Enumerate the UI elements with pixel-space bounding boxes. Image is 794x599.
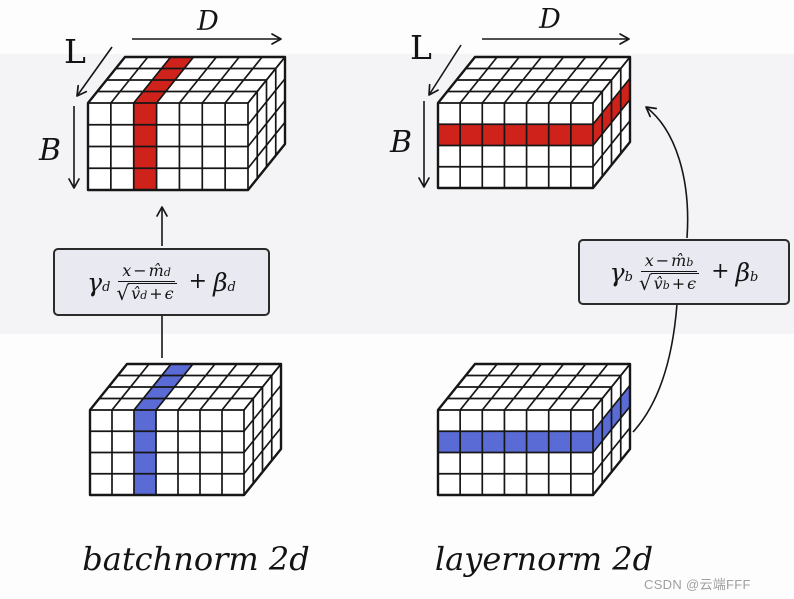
x-term: x (644, 250, 654, 270)
sqrt-radical: √ (116, 281, 130, 305)
b-axis-label-layernorm: B (389, 125, 412, 160)
layernorm-input-cube (436, 362, 632, 497)
highlighted-row-front (438, 431, 593, 453)
caption-layernorm: layernorm 2d (435, 540, 653, 578)
formula-to-output-curve (645, 106, 689, 239)
highlighted-row-front (438, 124, 593, 146)
epsilon-term: ϵ (164, 284, 174, 303)
cubes-layer (86, 55, 632, 497)
l-axis-arrow-layernorm (428, 44, 462, 96)
sqrt-argument: v̂ b + ϵ (650, 273, 700, 293)
normalization-fraction: x − m̂ b √ v̂ b + ϵ (638, 250, 700, 295)
l-axis-label-batchnorm: L (64, 32, 86, 71)
minus-operator: − (655, 250, 670, 270)
variance-subscript: d (140, 289, 148, 302)
variance-term: v̂ (131, 284, 141, 303)
mean-term: m̂ (148, 260, 164, 280)
sqrt-radical: √ (638, 271, 652, 295)
minus-operator: − (133, 260, 147, 280)
cube-outline (88, 362, 283, 497)
cube-outline (436, 362, 632, 497)
plus-operator: + (149, 284, 163, 303)
plus-operator: + (188, 269, 208, 294)
beta-subscript: d (227, 279, 236, 295)
mean-term: m̂ (671, 250, 687, 270)
caption-batchnorm: batchnorm 2d (82, 540, 309, 578)
beta-symbol: β (735, 257, 751, 287)
cube-outline (436, 55, 632, 190)
l-axis-arrow-batchnorm (76, 46, 113, 97)
variance-subscript: b (662, 279, 670, 292)
mean-subscript: b (686, 255, 694, 269)
plus-operator: + (711, 259, 730, 284)
beta-symbol: β (213, 267, 228, 297)
beta-subscript: b (750, 269, 759, 285)
l-axis-label-layernorm: L (410, 28, 432, 67)
sqrt-argument: v̂ d + ϵ (128, 283, 177, 303)
gamma-symbol: γ (87, 267, 103, 297)
gamma-subscript: d (102, 279, 111, 295)
batchnorm-output-cube (86, 55, 287, 192)
batchnorm-input-cube (88, 362, 283, 497)
d-axis-label-batchnorm: D (196, 6, 219, 37)
normalization-fraction: x − m̂ d √ v̂ d + ϵ (116, 261, 177, 305)
cube-outline (86, 55, 287, 192)
input-to-formula-curve (632, 303, 678, 433)
fraction-denominator: √ v̂ d + ϵ (116, 281, 177, 305)
variance-term: v̂ (653, 274, 663, 293)
epsilon-term: ϵ (687, 274, 697, 293)
x-term: x (122, 260, 132, 280)
fraction-numerator: x − m̂ b (640, 250, 698, 272)
fraction-denominator: √ v̂ b + ϵ (638, 271, 700, 295)
gamma-subscript: b (624, 269, 633, 285)
mean-subscript: d (163, 265, 171, 279)
fraction-numerator: x − m̂ d (118, 261, 175, 282)
d-axis-label-layernorm: D (538, 4, 561, 35)
plus-operator: + (671, 274, 686, 293)
csdn-watermark: CSDN @云端FFF (644, 577, 751, 592)
gamma-symbol: γ (609, 257, 625, 287)
layernorm-output-cube (436, 55, 632, 190)
b-axis-label-batchnorm: B (38, 133, 61, 168)
